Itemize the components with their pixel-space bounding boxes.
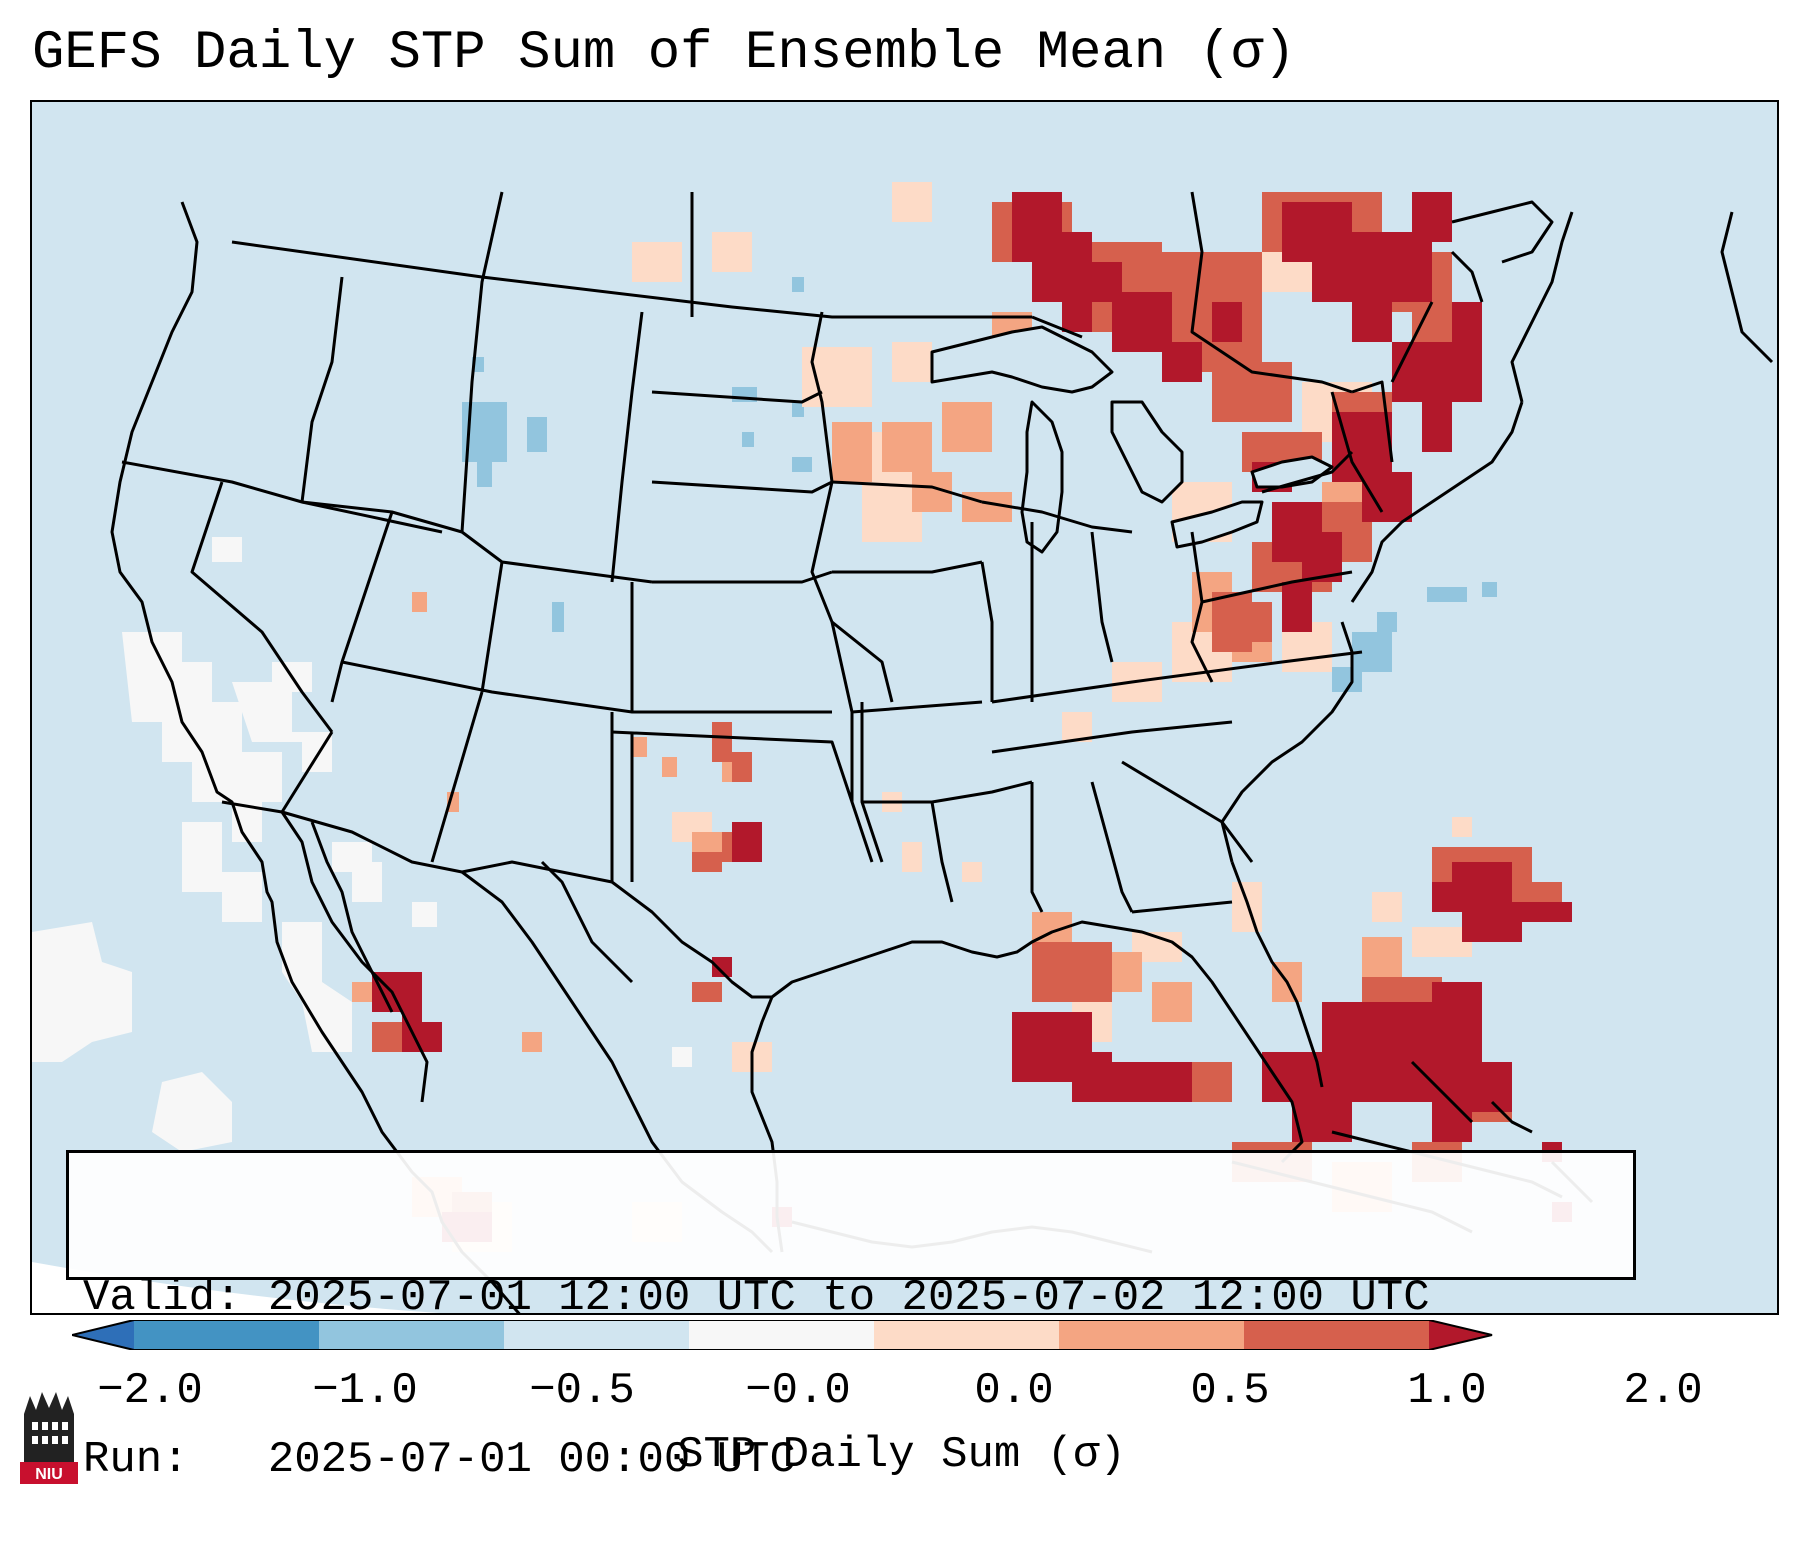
stp-map xyxy=(32,102,1777,1313)
colorbar-tick-label: 0.0 xyxy=(974,1366,1054,1416)
coastlines xyxy=(110,200,1774,1313)
map-title: GEFS Daily STP Sum of Ensemble Mean (σ) xyxy=(32,23,1296,84)
niu-building-icon: NIU xyxy=(20,1392,78,1484)
lake-huron xyxy=(1110,400,1184,504)
max-positive-cells xyxy=(372,192,1572,1242)
lake-superior xyxy=(930,325,1114,394)
colorbar-bin xyxy=(504,1320,689,1350)
colorbar-bin xyxy=(319,1320,504,1350)
state-borders xyxy=(121,191,1434,914)
colorbar-bin xyxy=(1059,1320,1244,1350)
map-frame xyxy=(30,100,1779,1315)
run-time-text: Run: 2025-07-01 00:00 UTC xyxy=(83,1435,796,1485)
colorbar-bin xyxy=(1244,1320,1429,1350)
info-box: Valid: 2025-07-01 12:00 UTC to 2025-07-0… xyxy=(66,1150,1636,1485)
colorbar-bin xyxy=(689,1320,874,1350)
colorbar-tick-label: 2.0 xyxy=(1623,1366,1703,1416)
colorbar-label: STP Daily Sum (σ) xyxy=(677,1430,1126,1480)
colorbar-tick-label: −2.0 xyxy=(97,1366,203,1416)
colorbar-bin xyxy=(874,1320,1059,1350)
colorbar-tick-label: −1.0 xyxy=(312,1366,418,1416)
lake-erie xyxy=(1170,500,1264,549)
colorbar-tick-label: 1.0 xyxy=(1407,1366,1487,1416)
colorbar xyxy=(72,1320,1493,1350)
niu-logo-text: NIU xyxy=(35,1466,63,1483)
colorbar-tick-label: −0.5 xyxy=(529,1366,635,1416)
colorbar-tick-label: 0.5 xyxy=(1190,1366,1270,1416)
neutral-cells xyxy=(32,537,692,1152)
projection-edge xyxy=(32,1262,440,1313)
valid-time-text: Valid: 2025-07-01 12:00 UTC to 2025-07-0… xyxy=(83,1273,1430,1323)
colorbar-extend-low xyxy=(72,1320,134,1350)
colorbar-extend-high xyxy=(1429,1320,1492,1350)
colorbar-bin xyxy=(134,1320,319,1350)
colorbar-tick-label: −0.0 xyxy=(745,1366,851,1416)
great-lakes xyxy=(930,325,1334,554)
